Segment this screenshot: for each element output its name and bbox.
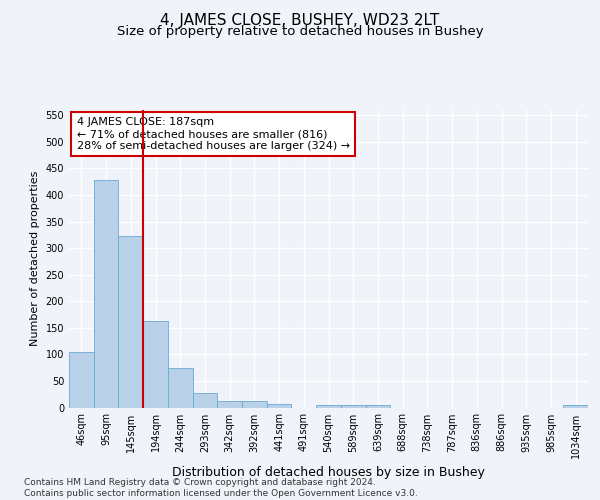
- X-axis label: Distribution of detached houses by size in Bushey: Distribution of detached houses by size …: [172, 466, 485, 479]
- Text: Contains HM Land Registry data © Crown copyright and database right 2024.
Contai: Contains HM Land Registry data © Crown c…: [24, 478, 418, 498]
- Bar: [563, 405, 588, 407]
- Bar: [94, 180, 118, 408]
- Bar: [242, 400, 267, 407]
- Bar: [341, 405, 365, 407]
- Y-axis label: Number of detached properties: Number of detached properties: [30, 171, 40, 346]
- Bar: [143, 321, 168, 408]
- Text: Size of property relative to detached houses in Bushey: Size of property relative to detached ho…: [116, 25, 484, 38]
- Bar: [217, 400, 242, 407]
- Bar: [316, 405, 341, 407]
- Text: 4 JAMES CLOSE: 187sqm
← 71% of detached houses are smaller (816)
28% of semi-det: 4 JAMES CLOSE: 187sqm ← 71% of detached …: [77, 118, 350, 150]
- Bar: [365, 405, 390, 407]
- Bar: [69, 352, 94, 408]
- Bar: [168, 368, 193, 408]
- Bar: [267, 404, 292, 407]
- Bar: [193, 393, 217, 407]
- Bar: [118, 236, 143, 408]
- Text: 4, JAMES CLOSE, BUSHEY, WD23 2LT: 4, JAMES CLOSE, BUSHEY, WD23 2LT: [160, 12, 440, 28]
